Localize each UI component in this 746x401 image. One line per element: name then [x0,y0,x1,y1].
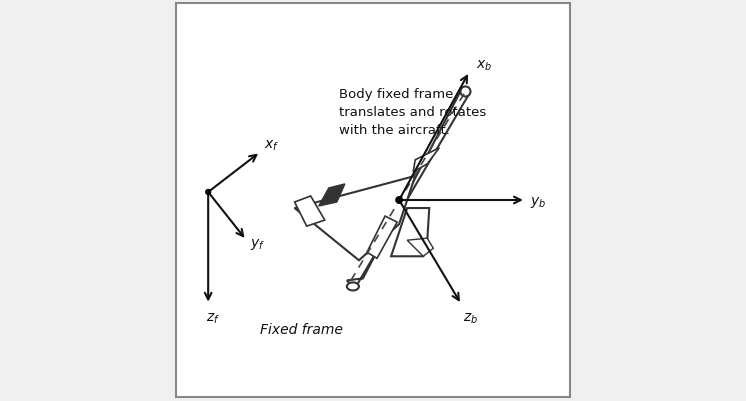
Circle shape [396,197,402,204]
Circle shape [206,190,210,195]
Polygon shape [295,176,416,261]
Text: $x_b$: $x_b$ [475,58,492,73]
Text: Fixed frame: Fixed frame [260,322,343,336]
Text: $x_f$: $x_f$ [265,138,280,153]
Polygon shape [407,239,433,257]
Text: $y_b$: $y_b$ [530,194,546,209]
Polygon shape [413,148,439,172]
Text: Body fixed frame
translates and rotates
with the aircraft.: Body fixed frame translates and rotates … [339,88,486,137]
Polygon shape [347,88,469,289]
Text: $z_b$: $z_b$ [463,311,478,325]
Text: $z_f$: $z_f$ [206,311,220,325]
Polygon shape [391,209,429,257]
Polygon shape [295,196,325,227]
Polygon shape [367,217,397,259]
Ellipse shape [460,87,471,97]
FancyBboxPatch shape [176,4,570,397]
Text: $y_f$: $y_f$ [251,237,266,251]
Polygon shape [319,184,345,207]
Ellipse shape [347,283,359,291]
